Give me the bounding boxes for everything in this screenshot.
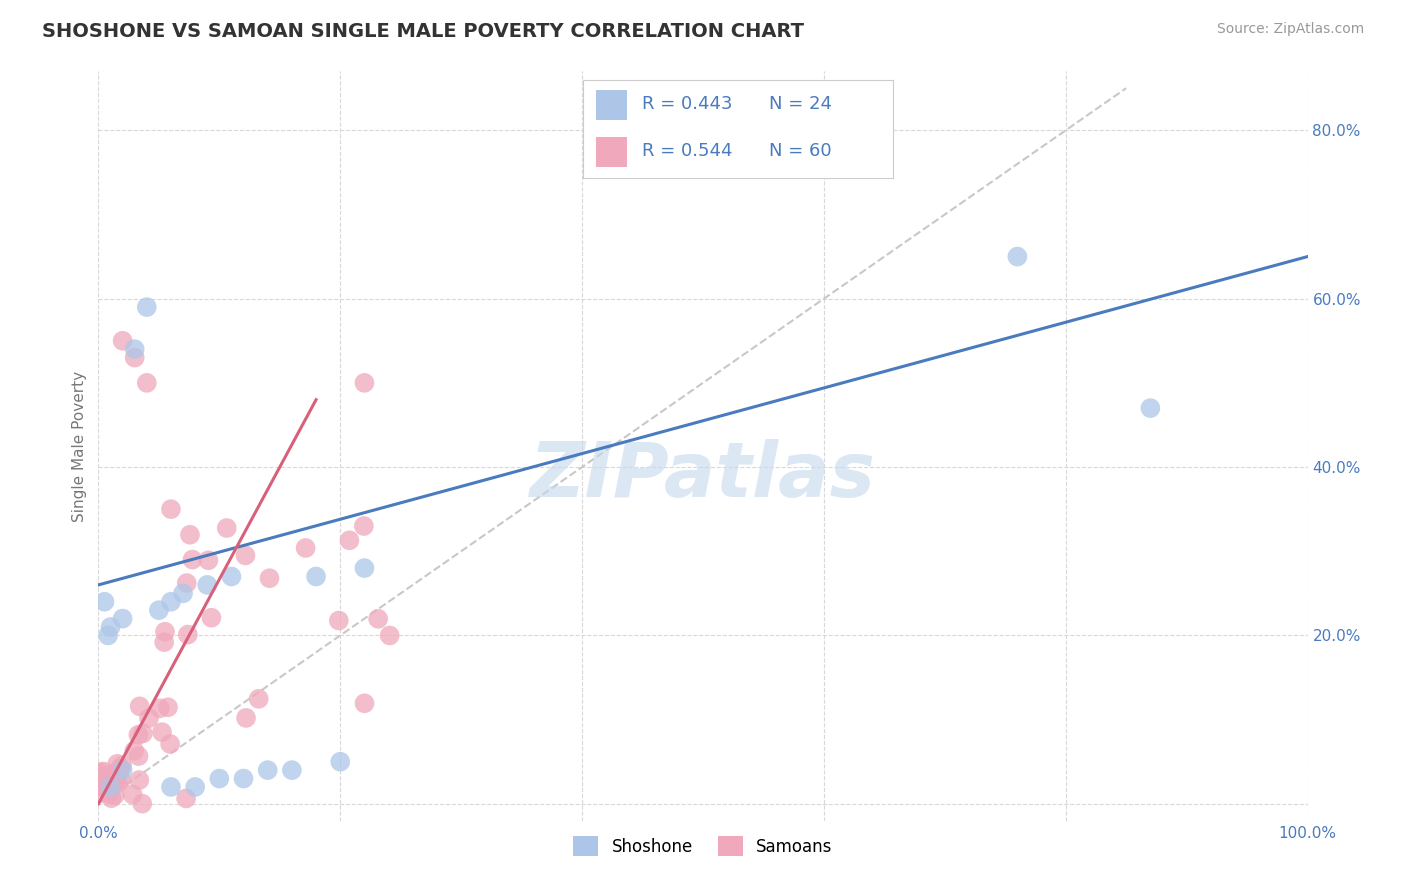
Point [111,611,134,625]
Point [138,711,160,725]
Point [100,780,122,794]
Point [100,620,122,634]
Text: R = 0.443: R = 0.443 [643,95,733,113]
Text: R = 0.544: R = 0.544 [643,143,733,161]
Point [259,571,281,585]
Point [378,628,401,642]
Point [215,521,238,535]
Point [200,610,222,624]
Point [94,781,117,796]
Text: SHOSHONE VS SAMOAN SINGLE MALE POVERTY CORRELATION CHART: SHOSHONE VS SAMOAN SINGLE MALE POVERTY C… [42,22,804,41]
Point [150,725,173,739]
Point [174,791,197,805]
Text: N = 24: N = 24 [769,95,832,113]
Point [1139,401,1161,416]
Point [197,553,219,567]
Point [235,549,257,563]
Bar [596,90,627,120]
Point [93,595,115,609]
Point [124,342,146,356]
Point [89,772,111,786]
Point [128,749,150,764]
Point [100,791,122,805]
Text: N = 60: N = 60 [769,143,832,161]
Point [110,762,132,776]
Point [339,533,361,548]
Point [124,351,146,365]
Point [156,700,179,714]
Point [104,788,127,802]
Point [353,519,375,533]
Point [127,728,149,742]
Bar [596,137,627,167]
Point [94,769,117,783]
Point [135,300,157,314]
Point [122,744,145,758]
Point [148,603,170,617]
Point [97,628,120,642]
Point [111,758,134,772]
Point [97,781,120,796]
Point [98,787,121,801]
Point [87,785,110,799]
Point [121,788,143,802]
Point [221,569,243,583]
Point [160,780,183,794]
Point [328,614,350,628]
Point [294,541,316,555]
Point [353,561,375,575]
Point [159,737,181,751]
Legend: Shoshone, Samoans: Shoshone, Samoans [565,828,841,864]
Point [247,691,270,706]
Point [353,696,375,710]
Point [160,595,183,609]
Point [110,772,132,787]
Point [89,777,111,791]
Text: ZIPatlas: ZIPatlas [530,439,876,513]
Point [256,763,278,777]
Point [181,552,204,566]
Point [104,773,127,788]
Point [184,780,207,794]
Point [153,624,176,639]
Point [128,699,150,714]
Point [131,797,153,811]
Point [179,528,201,542]
Point [128,772,150,787]
Point [353,376,375,390]
Point [149,701,172,715]
Point [176,576,198,591]
Point [172,586,194,600]
Point [105,756,128,771]
Y-axis label: Single Male Poverty: Single Male Poverty [72,370,87,522]
Point [281,763,304,777]
Point [195,578,218,592]
Point [208,772,231,786]
Point [367,612,389,626]
Point [104,765,127,780]
Point [232,772,254,786]
Point [160,502,183,516]
Point [89,765,111,780]
Text: Source: ZipAtlas.com: Source: ZipAtlas.com [1216,22,1364,37]
Point [1007,250,1029,264]
Point [177,627,200,641]
Point [111,763,134,777]
Point [305,569,328,583]
Point [111,334,134,348]
Point [107,776,129,790]
Point [153,635,176,649]
Point [235,711,257,725]
Point [98,783,121,797]
Point [100,777,122,791]
Point [100,774,122,789]
Point [135,376,157,390]
Point [132,726,155,740]
Point [329,755,352,769]
Point [93,764,115,779]
